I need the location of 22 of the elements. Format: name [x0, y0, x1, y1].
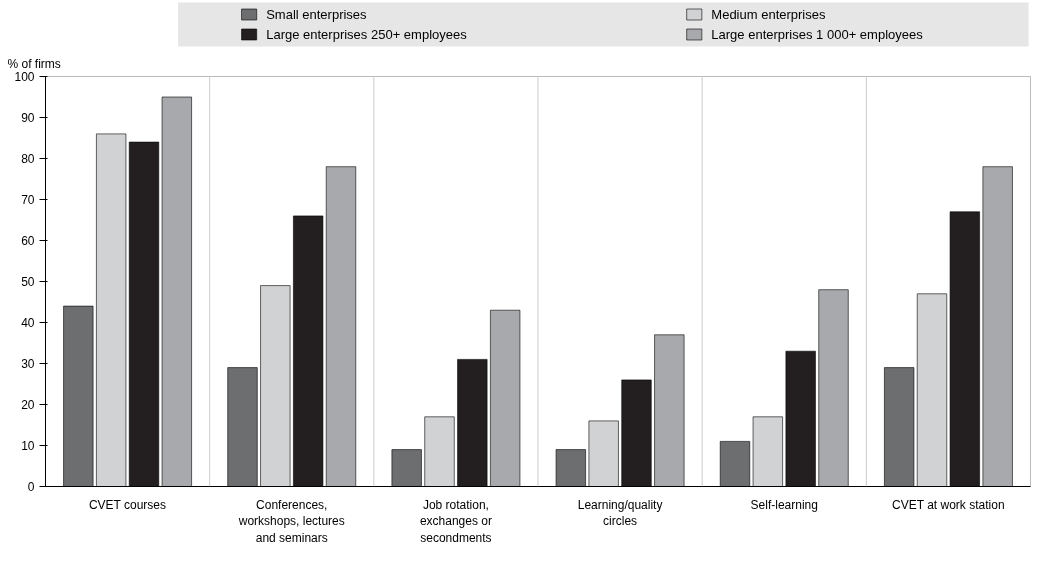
- y-tick-label: 10: [21, 439, 35, 453]
- y-tick-label: 20: [21, 398, 35, 412]
- y-tick-label: 90: [21, 111, 35, 125]
- y-tick-label: 60: [21, 234, 35, 248]
- legend-label: Large enterprises 1 000+ employees: [711, 27, 924, 42]
- x-tick-label: CVET at work station: [892, 497, 1005, 512]
- y-tick-label: 30: [21, 357, 35, 371]
- x-tick-label: Conferences, workshops, lectures and seminars: [237, 497, 345, 546]
- x-tick-label: Self-learning: [750, 497, 818, 512]
- x-tick-label: Job rotation, exchanges or secondments: [419, 497, 492, 546]
- legend-label: Medium enterprises: [711, 7, 826, 22]
- y-tick-label: 40: [21, 316, 35, 330]
- y-tick-label: 100: [14, 70, 35, 84]
- x-tick-label: CVET courses: [88, 497, 167, 512]
- y-tick-label: 70: [21, 193, 35, 207]
- y-tick-label: 0: [27, 480, 35, 494]
- legend-label: Large enterprises 250+ employees: [266, 27, 468, 42]
- x-tick-label: Learning/quality circles: [577, 497, 663, 529]
- y-tick-label: 50: [21, 275, 35, 289]
- y-tick-label: 80: [21, 152, 35, 166]
- y-axis-title: % of firms: [7, 56, 61, 71]
- legend-label: Small enterprises: [266, 7, 368, 22]
